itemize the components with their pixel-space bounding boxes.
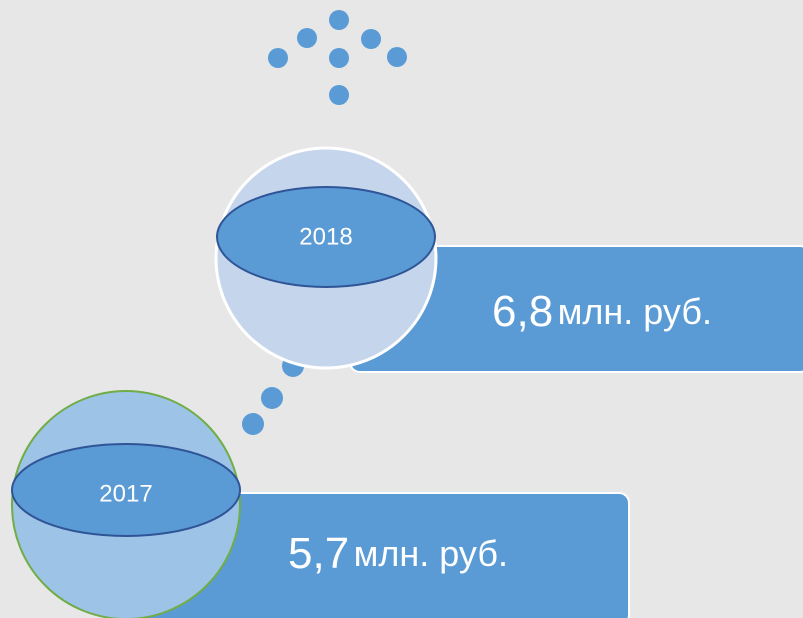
unit: млн. руб. <box>354 533 508 574</box>
dot <box>297 28 317 48</box>
sphere-band <box>11 443 241 537</box>
dot <box>329 85 349 105</box>
unit: млн. руб. <box>558 291 712 332</box>
dot <box>387 47 407 67</box>
dot <box>261 387 283 409</box>
year-label: 2018 <box>299 223 352 250</box>
amount: 6,8 <box>492 287 553 336</box>
dot <box>329 48 349 68</box>
year-label: 2017 <box>99 480 152 507</box>
dot <box>268 48 288 68</box>
amount: 5,7 <box>288 529 349 578</box>
dot <box>361 29 381 49</box>
sphere-band <box>216 186 436 288</box>
value-text: 6,8 млн. руб. <box>492 287 712 336</box>
dot <box>242 413 264 435</box>
value-text: 5,7 млн. руб. <box>288 529 508 578</box>
arrow-dots <box>268 10 407 105</box>
dot <box>329 10 349 30</box>
